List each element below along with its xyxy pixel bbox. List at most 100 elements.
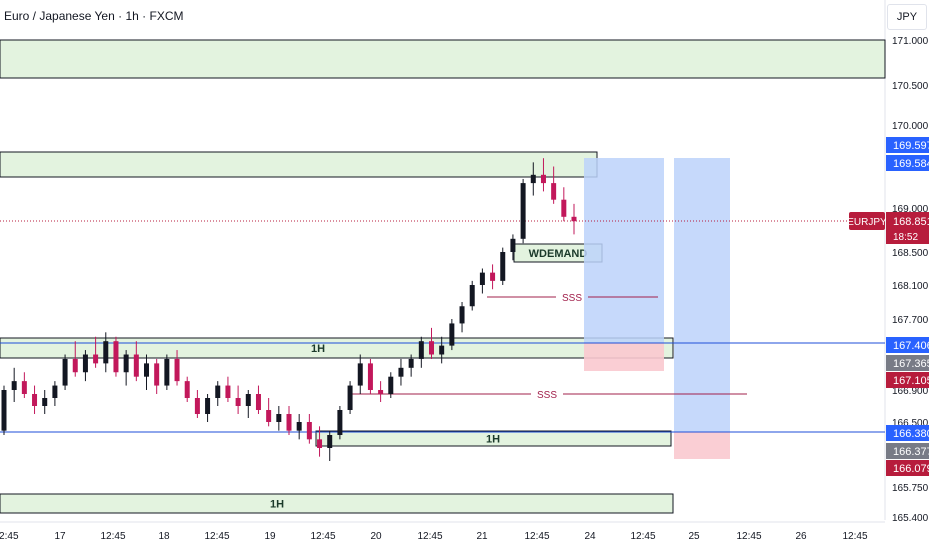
candle-body-56[interactable] (571, 216, 577, 222)
candle-body-46[interactable] (469, 285, 475, 307)
candle-body-18[interactable] (184, 381, 190, 398)
candle-body-22[interactable] (225, 385, 231, 398)
price-tick-0: 171.000 (892, 36, 929, 47)
time-tick-0: 12:45 (0, 531, 19, 542)
candle-body-14[interactable] (144, 363, 149, 377)
candle-body-20[interactable] (205, 398, 211, 414)
time-tick-1: 17 (54, 531, 66, 542)
time-tick-9: 21 (476, 531, 488, 542)
candle-body-4[interactable] (42, 398, 48, 406)
candle-body-52[interactable] (530, 174, 536, 184)
time-tick-7: 20 (370, 531, 382, 542)
candle-body-42[interactable] (429, 341, 434, 355)
candle-body-6[interactable] (62, 358, 68, 386)
zone-label-2: WDEMAND (529, 248, 588, 260)
candle-body-55[interactable] (561, 199, 567, 217)
candle-body-13[interactable] (133, 354, 139, 377)
zone-box-0[interactable] (0, 39, 886, 79)
candle-body-12[interactable] (123, 354, 129, 373)
zone-box-3[interactable] (0, 337, 674, 359)
zone-label-3: 1H (311, 343, 325, 355)
candle-body-31[interactable] (317, 439, 323, 448)
candle-body-2[interactable] (21, 381, 27, 394)
zone-box-4[interactable] (315, 430, 672, 447)
candle-body-23[interactable] (235, 398, 241, 406)
position-target-0[interactable] (584, 158, 664, 343)
zone-box-5[interactable] (0, 493, 674, 514)
candle-body-30[interactable] (306, 422, 312, 440)
candle-body-19[interactable] (194, 398, 200, 414)
candle-body-53[interactable] (540, 174, 546, 184)
time-tick-8: 12:45 (417, 531, 442, 542)
candle-body-26[interactable] (266, 410, 272, 422)
candle-body-7[interactable] (72, 358, 78, 373)
candle-body-33[interactable] (337, 410, 343, 435)
candle-body-16[interactable] (164, 358, 170, 386)
time-tick-12: 12:45 (630, 531, 655, 542)
price-badge-0 (886, 137, 929, 153)
zone-label-5: 1H (270, 499, 284, 511)
timeframe-label[interactable]: 1h (125, 9, 139, 23)
liquidity-label-1: SSS (537, 390, 557, 401)
candle-body-36[interactable] (367, 363, 373, 390)
bar-countdown: 18:52 (893, 232, 918, 243)
candle-body-48[interactable] (490, 272, 496, 281)
zone-box-1[interactable] (0, 151, 598, 178)
time-tick-16: 12:45 (842, 531, 867, 542)
price-badge-label-1: 169.584 (893, 158, 932, 170)
candle-body-11[interactable] (113, 341, 119, 373)
position-stop-1[interactable] (674, 432, 730, 459)
time-tick-14: 12:45 (736, 531, 761, 542)
candle-body-49[interactable] (500, 252, 506, 281)
price-badge-label-3: 167.406 (893, 340, 932, 352)
candle-body-3[interactable] (32, 394, 38, 406)
candle-body-50[interactable] (510, 238, 516, 252)
time-tick-4: 12:45 (204, 531, 229, 542)
last-price-badge (886, 212, 929, 244)
candle-body-37[interactable] (378, 390, 384, 394)
candle-body-41[interactable] (418, 341, 424, 359)
price-badge-5 (886, 372, 929, 388)
candle-body-15[interactable] (154, 363, 160, 386)
candle-body-47[interactable] (479, 272, 485, 285)
candle-body-0[interactable] (1, 390, 7, 431)
candle-body-5[interactable] (52, 385, 58, 398)
last-price-value: 168.851 (893, 216, 932, 228)
candle-body-34[interactable] (347, 385, 353, 410)
exchange-label: FXCM (149, 9, 184, 23)
candle-body-9[interactable] (93, 354, 99, 364)
candle-body-38[interactable] (388, 376, 394, 394)
candle-body-17[interactable] (174, 358, 180, 382)
candle-body-28[interactable] (286, 414, 292, 431)
symbol-tag (849, 212, 885, 230)
candle-body-44[interactable] (449, 323, 455, 346)
candle-body-43[interactable] (439, 345, 445, 355)
position-stop-0[interactable] (584, 343, 664, 371)
candle-body-35[interactable] (357, 363, 363, 386)
candle-body-29[interactable] (296, 422, 302, 431)
currency-selector[interactable]: JPY (887, 4, 927, 30)
candle-body-10[interactable] (103, 341, 109, 364)
candle-body-21[interactable] (215, 385, 221, 398)
candle-body-24[interactable] (245, 394, 251, 406)
candle-body-8[interactable] (82, 354, 88, 373)
candle-body-54[interactable] (551, 183, 557, 200)
candle-body-45[interactable] (459, 306, 465, 324)
candle-body-51[interactable] (520, 183, 526, 239)
zone-label-4: 1H (486, 434, 500, 446)
price-tick-1: 170.500 (892, 81, 929, 92)
position-target-1[interactable] (674, 158, 730, 432)
candle-body-40[interactable] (408, 358, 414, 368)
candle-body-27[interactable] (276, 414, 282, 422)
price-tick-2: 170.000 (892, 121, 929, 132)
time-tick-10: 12:45 (524, 531, 549, 542)
candle-body-1[interactable] (11, 381, 17, 390)
time-tick-5: 19 (264, 531, 276, 542)
candle-body-39[interactable] (398, 367, 404, 377)
price-badge-3 (886, 337, 929, 353)
candle-body-25[interactable] (255, 394, 261, 410)
candle-body-32[interactable] (327, 435, 333, 448)
price-badge-label-5: 167.105 (893, 375, 932, 387)
